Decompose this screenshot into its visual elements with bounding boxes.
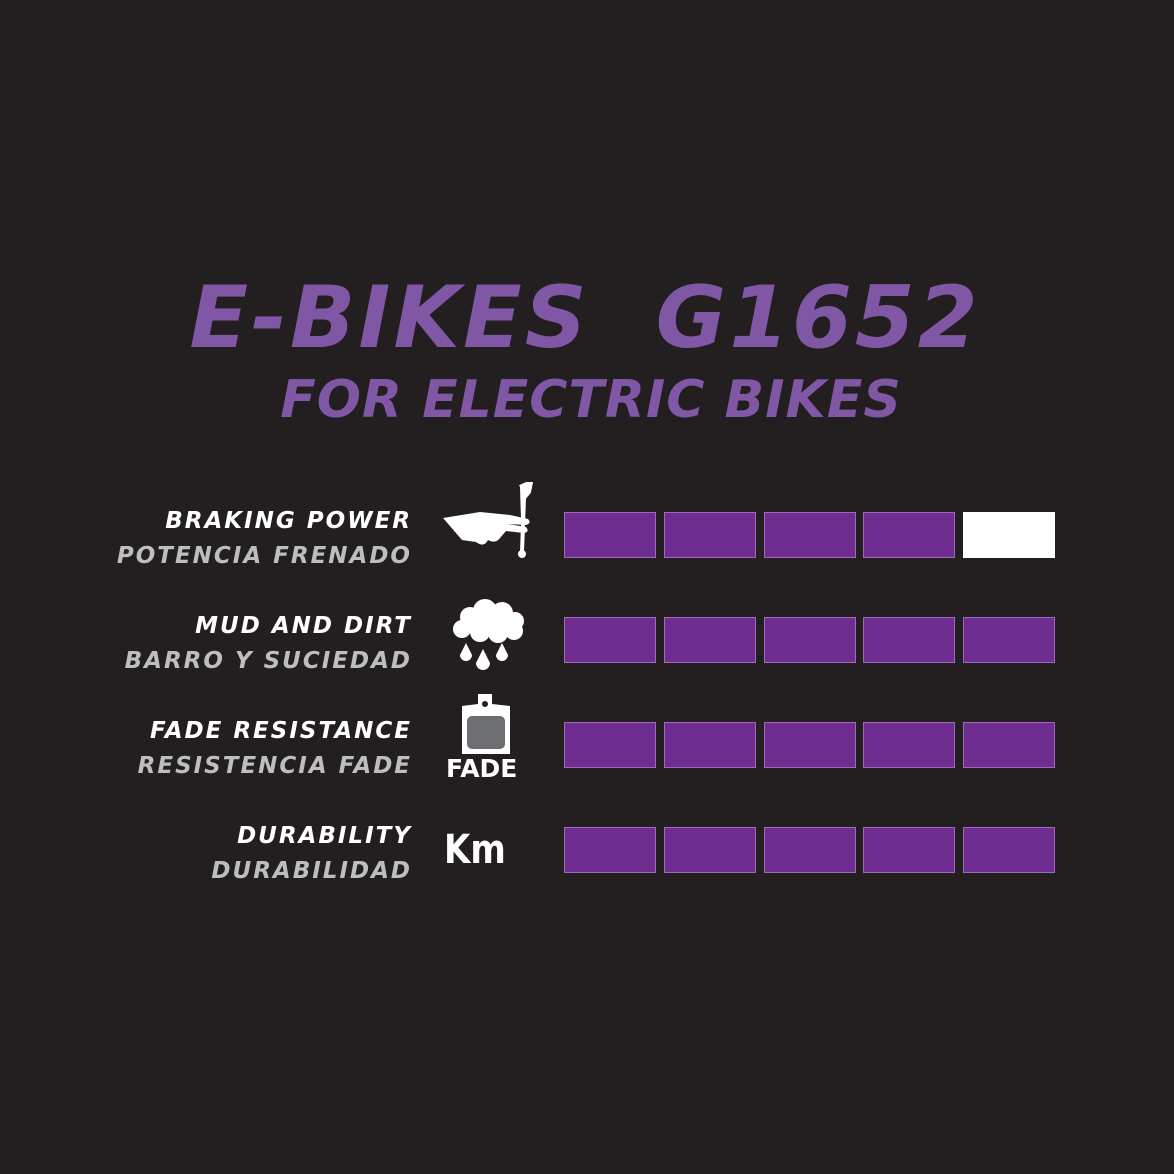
product-title: E-BIKES G1652 bbox=[189, 268, 981, 368]
rating-segment-filled bbox=[963, 827, 1055, 873]
rating-row-durability: DURABILITY DURABILIDAD Km bbox=[0, 823, 1174, 927]
rating-segment-filled bbox=[564, 512, 656, 558]
rating-segment-filled bbox=[764, 827, 856, 873]
product-subtitle: FOR ELECTRIC BIKES bbox=[280, 370, 902, 430]
label-es: RESISTENCIA FADE bbox=[137, 753, 412, 779]
hand-brake-lever-icon bbox=[443, 482, 534, 558]
rating-segment-filled bbox=[764, 512, 856, 558]
label-en: DURABILITY bbox=[237, 823, 412, 849]
rating-segment-filled bbox=[863, 512, 955, 558]
label-es: BARRO Y SUCIEDAD bbox=[124, 648, 412, 674]
rating-segment-filled bbox=[963, 617, 1055, 663]
rating-segment-filled bbox=[564, 617, 656, 663]
rating-segment-filled bbox=[863, 617, 955, 663]
rating-segment-filled bbox=[664, 512, 756, 558]
rating-row-mud-and-dirt: MUD AND DIRT BARRO Y SUCIEDAD bbox=[0, 599, 1174, 717]
label-es: DURABILIDAD bbox=[211, 858, 412, 884]
rating-segment-filled bbox=[564, 827, 656, 873]
label-en: FADE RESISTANCE bbox=[149, 718, 412, 744]
km-icon-text: Km bbox=[444, 827, 506, 873]
km-icon: Km bbox=[440, 797, 540, 897]
rating-segment-filled bbox=[764, 722, 856, 768]
rating-segment-filled bbox=[963, 722, 1055, 768]
label-en: MUD AND DIRT bbox=[195, 613, 412, 639]
rating-row-fade-resistance: FADE RESISTANCE RESISTENCIA FADE FADE bbox=[0, 694, 1174, 822]
rain-cloud-icon bbox=[453, 599, 524, 670]
label-en: BRAKING POWER bbox=[165, 508, 412, 534]
rating-segment-empty bbox=[963, 512, 1055, 558]
rating-segment-filled bbox=[863, 722, 955, 768]
rating-segment-filled bbox=[764, 617, 856, 663]
brake-pad-icon: FADE bbox=[440, 692, 540, 792]
rating-row-braking-power: BRAKING POWER POTENCIA FRENADO bbox=[0, 482, 1174, 612]
rating-segment-filled bbox=[664, 617, 756, 663]
label-es: POTENCIA FRENADO bbox=[116, 543, 412, 569]
rating-segment-filled bbox=[863, 827, 955, 873]
rating-segment-filled bbox=[664, 827, 756, 873]
fade-icon-text: FADE bbox=[446, 754, 518, 783]
rating-segment-filled bbox=[564, 722, 656, 768]
rating-segment-filled bbox=[664, 722, 756, 768]
